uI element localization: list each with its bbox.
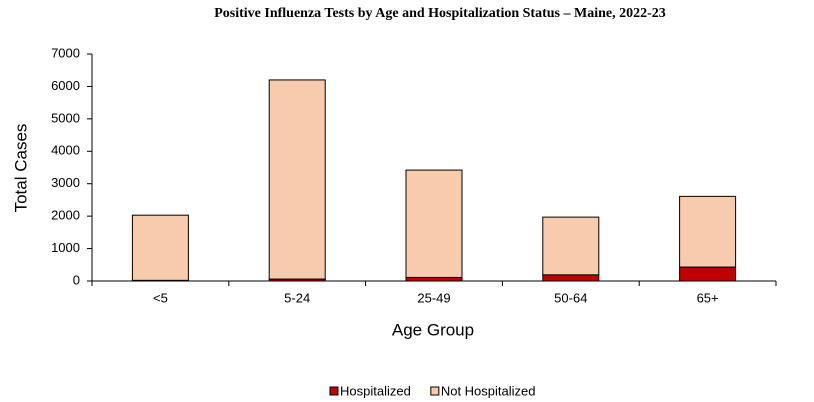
legend-swatch xyxy=(329,386,339,396)
legend-label: Not Hospitalized xyxy=(441,383,536,398)
y-tick-label: 5000 xyxy=(51,110,80,125)
bar-segment xyxy=(679,195,737,268)
y-tick-label: 7000 xyxy=(51,45,80,60)
x-tick-label: 65+ xyxy=(697,290,719,305)
y-tick-label: 6000 xyxy=(51,78,80,93)
bar-segment xyxy=(542,274,600,282)
y-tick-label: 0 xyxy=(73,272,80,287)
bar-segment xyxy=(405,169,463,278)
bar-segment xyxy=(405,276,463,282)
y-tick-label: 3000 xyxy=(51,175,80,190)
legend-swatch xyxy=(430,386,440,396)
x-tick-label: 25-49 xyxy=(417,290,450,305)
y-axis-title: Total Cases xyxy=(11,124,30,213)
bar-segment xyxy=(131,214,189,281)
bar-segment xyxy=(679,266,737,282)
x-axis-title: Age Group xyxy=(392,320,474,339)
chart-title: Positive Influenza Tests by Age and Hosp… xyxy=(214,6,666,21)
y-tick-label: 2000 xyxy=(51,208,80,223)
x-tick-label: 50-64 xyxy=(554,290,587,305)
x-tick-label: <5 xyxy=(153,290,168,305)
bar-segment xyxy=(268,79,326,280)
legend-label: Hospitalized xyxy=(340,383,411,398)
x-tick-label: 5-24 xyxy=(284,290,310,305)
bar-segment xyxy=(542,216,600,276)
y-tick-label: 1000 xyxy=(51,240,80,255)
y-tick-label: 4000 xyxy=(51,143,80,158)
